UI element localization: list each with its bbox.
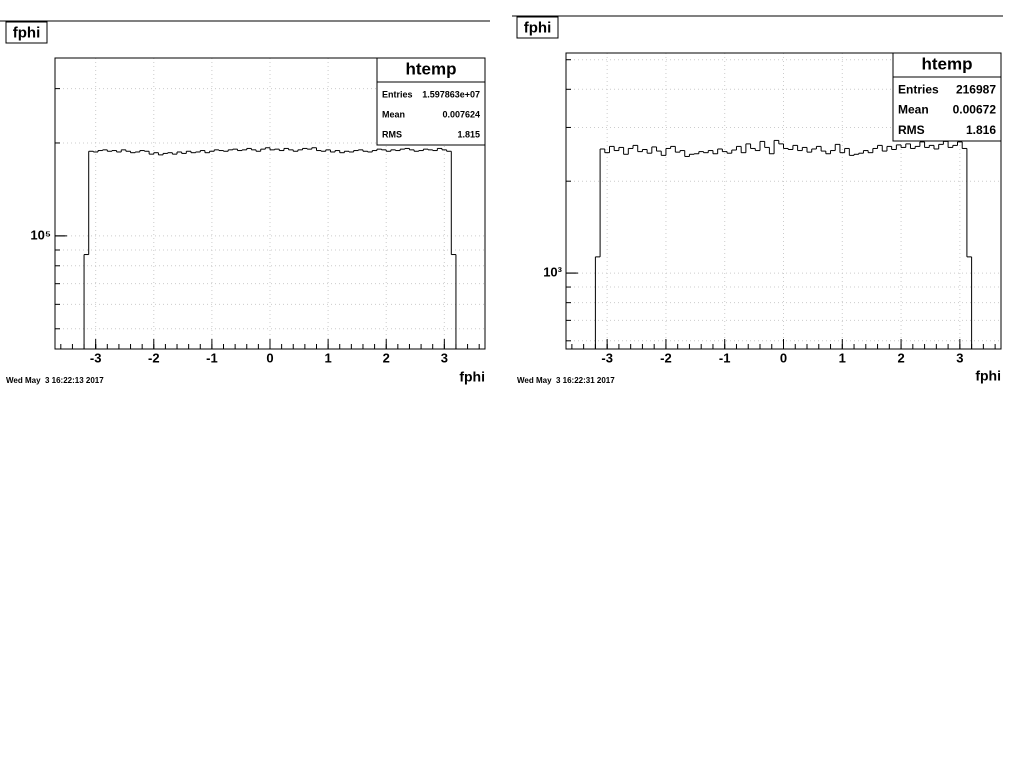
timestamp: Wed May 3 16:22:31 2017 [517, 376, 615, 385]
x-tick-label: -1 [206, 350, 218, 365]
x-tick-label: -2 [660, 350, 672, 365]
x-axis-label: fphi [975, 368, 1001, 384]
title-box [516, 16, 559, 39]
stats-box [376, 57, 486, 146]
stats-value: 1.815 [457, 129, 480, 139]
x-tick-label: 0 [780, 350, 787, 365]
x-tick-label: 2 [897, 350, 904, 365]
y-tick-label: 10³ [543, 265, 562, 280]
timestamp: Wed May 3 16:22:13 2017 [6, 376, 104, 385]
title-box [5, 21, 48, 44]
x-tick-label: 2 [383, 350, 390, 365]
x-tick-label: -2 [148, 350, 160, 365]
stats-name: htemp [922, 54, 973, 73]
x-tick-label: -3 [90, 350, 102, 365]
plot-frame [565, 52, 1002, 350]
stats-name: htemp [406, 59, 457, 78]
chart-title: fphi [524, 19, 552, 36]
stats-value: 216987 [956, 82, 996, 96]
stats-label: RMS [898, 123, 925, 137]
stats-value: 0.00672 [953, 103, 997, 117]
stats-value: 1.816 [966, 123, 996, 137]
chart-title: fphi [13, 24, 41, 41]
stats-value: 1.597863e+07 [422, 89, 480, 99]
stats-label: Entries [382, 89, 413, 99]
x-tick-label: 3 [956, 350, 963, 365]
x-tick-label: -3 [601, 350, 613, 365]
stats-label: Entries [898, 82, 939, 96]
x-tick-label: 1 [839, 350, 846, 365]
plot-frame [54, 57, 486, 350]
stats-label: RMS [382, 129, 402, 139]
stats-box [892, 52, 1002, 142]
x-tick-label: -1 [719, 350, 731, 365]
stats-label: Mean [382, 109, 405, 119]
x-tick-label: 1 [324, 350, 331, 365]
stats-value: 0.007624 [442, 109, 480, 119]
x-tick-label: 3 [441, 350, 448, 365]
x-tick-label: 0 [266, 350, 273, 365]
x-axis-label: fphi [459, 369, 485, 385]
stats-label: Mean [898, 103, 929, 117]
y-tick-label: 10⁵ [30, 227, 51, 242]
